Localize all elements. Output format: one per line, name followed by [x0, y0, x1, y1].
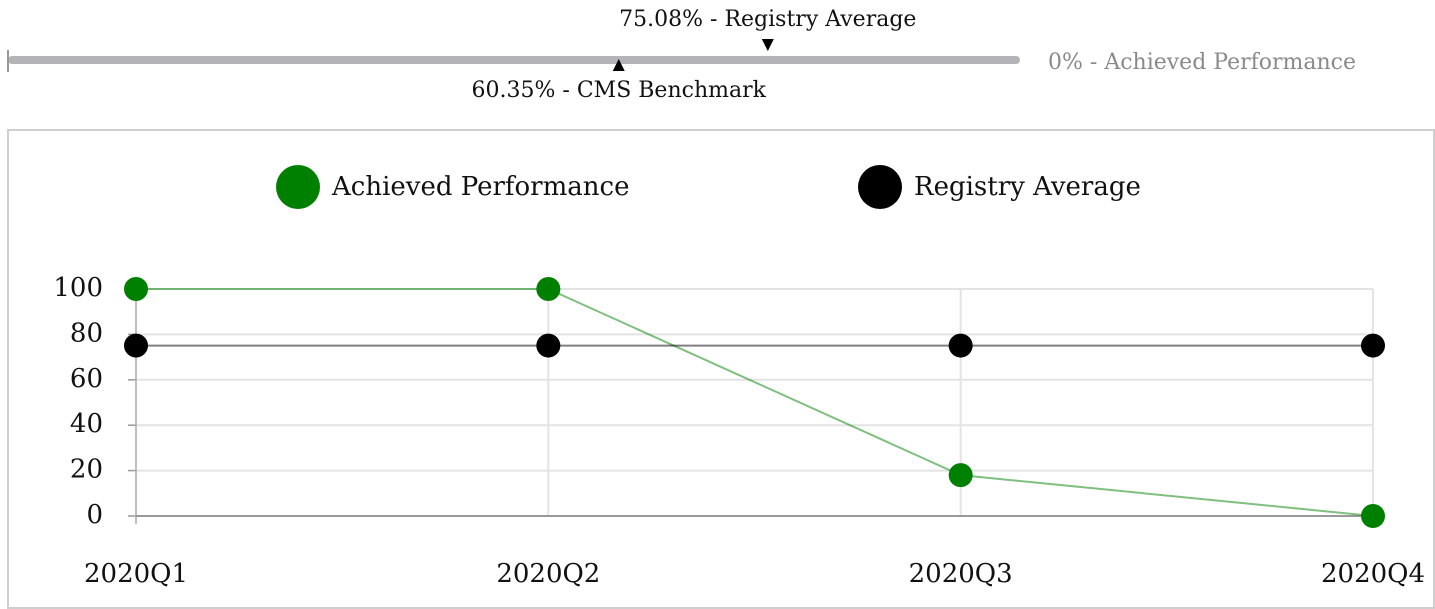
- marker-label: 60.35% - CMS Benchmark: [472, 78, 767, 103]
- y-tick-label: 60: [70, 364, 103, 394]
- point: [1361, 333, 1385, 358]
- marker: [761, 39, 774, 51]
- legend-label: Achieved Performance: [331, 172, 629, 202]
- point: [124, 333, 148, 358]
- y-tick-label: 100: [53, 273, 103, 303]
- x-tick-label: 2020Q4: [1321, 559, 1425, 589]
- x-tick-label: 2020Q2: [496, 559, 600, 589]
- marker-label: 75.08% - Registry Average: [619, 7, 916, 32]
- achieved-label: 0% - Achieved Performance: [1048, 50, 1356, 75]
- legend-label: Registry Average: [914, 172, 1141, 202]
- x-tick-label: 2020Q1: [84, 559, 188, 589]
- point: [536, 277, 561, 301]
- y-tick-label: 20: [70, 455, 103, 485]
- point: [948, 463, 973, 488]
- legend-swatch: [276, 165, 320, 209]
- point: [124, 277, 148, 301]
- point: [536, 333, 561, 358]
- point: [1361, 504, 1385, 528]
- y-tick-label: 40: [70, 409, 103, 439]
- series-line: [136, 288, 1374, 517]
- chart-frame: [7, 129, 1435, 609]
- y-tick-label: 0: [86, 500, 103, 530]
- point: [948, 333, 973, 358]
- legend-swatch: [858, 165, 902, 209]
- x-tick-label: 2020Q3: [909, 559, 1013, 589]
- marker: [612, 59, 625, 71]
- y-tick-label: 80: [70, 318, 103, 348]
- bar-track: [8, 56, 1020, 64]
